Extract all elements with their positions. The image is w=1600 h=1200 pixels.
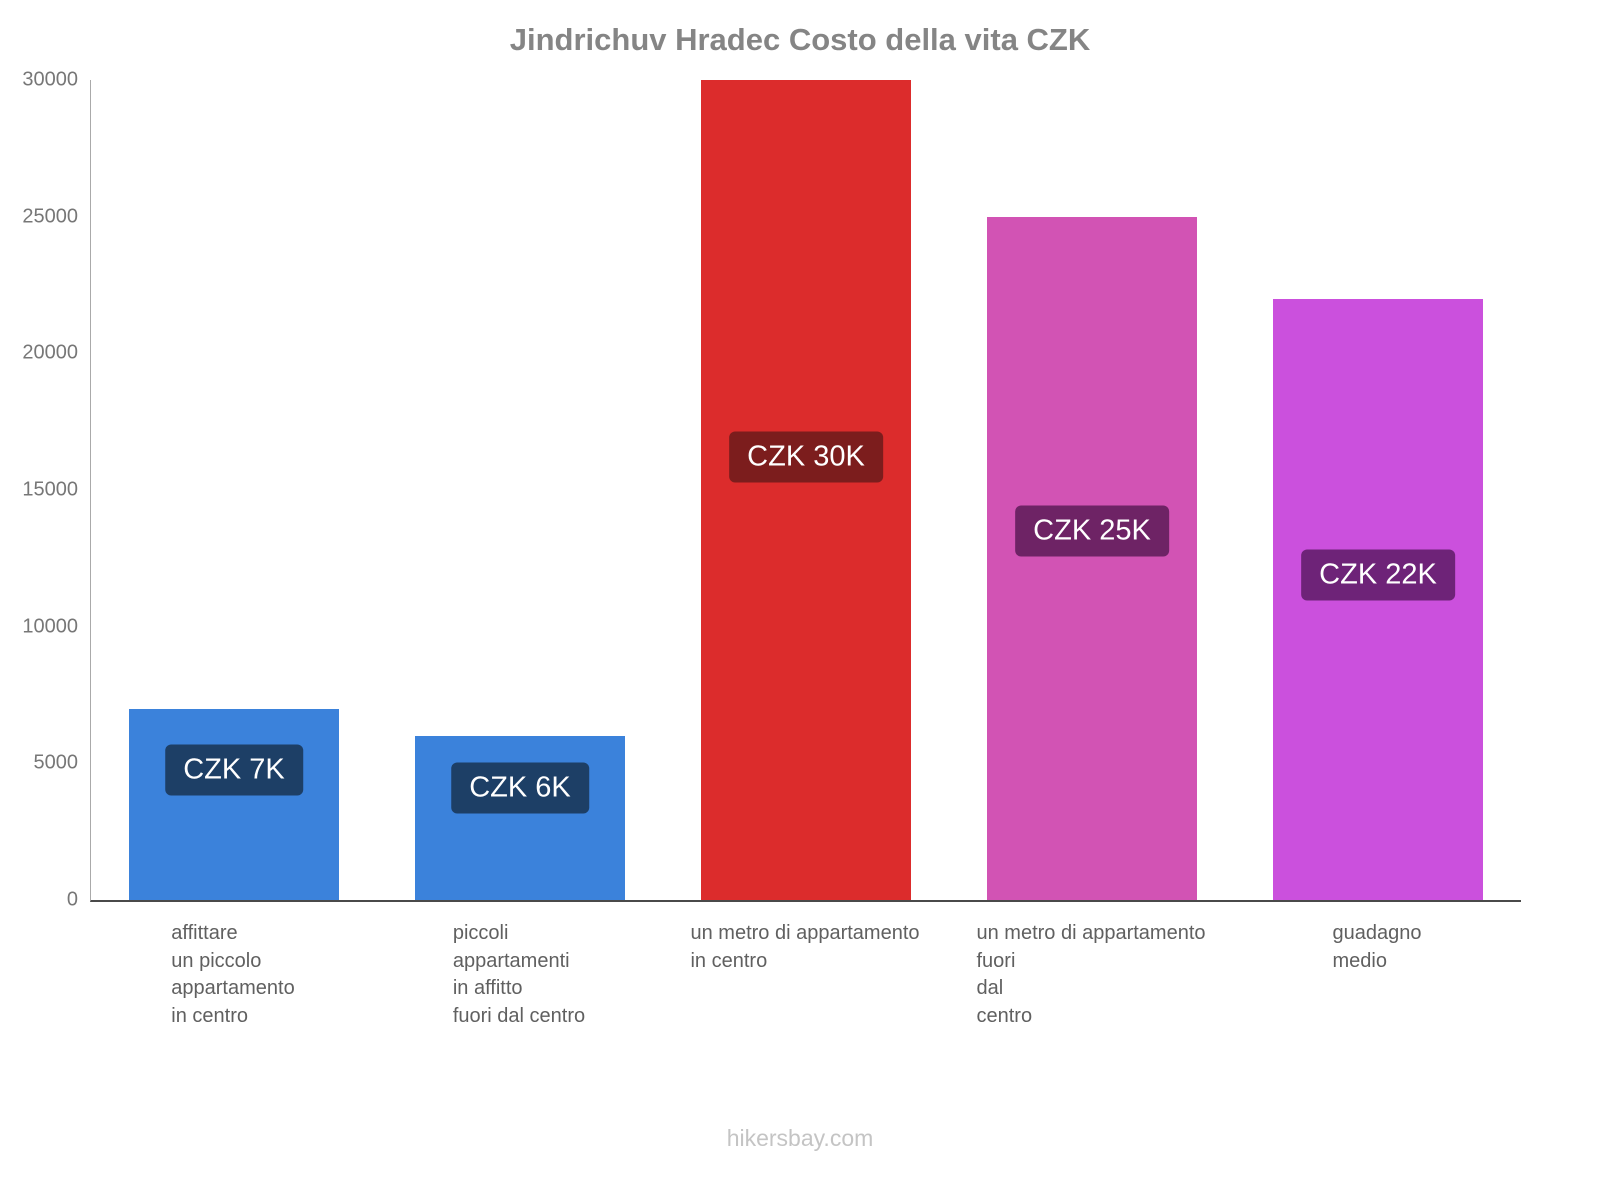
chart-title: Jindrichuv Hradec Costo della vita CZK (509, 22, 1091, 57)
y-tick-label-20000: 20000 (22, 341, 78, 364)
x-label-slot-0: affittare un piccolo appartamento in cen… (90, 920, 376, 1030)
y-tick-label-30000: 30000 (22, 68, 78, 91)
x-label-slot-3: un metro di appartamento fuori dal centr… (948, 920, 1234, 1030)
plot-area: CZK 7K CZK 6K CZK 30K CZK 25K CZK 22K (90, 80, 1521, 902)
x-label-slot-4: guadagno medio (1234, 920, 1520, 1030)
bar-3: CZK 25K (987, 216, 1197, 900)
bar-value-label-0: CZK 7K (165, 744, 303, 796)
bar-value-label-2: CZK 30K (729, 431, 883, 483)
footer-watermark: hikersbay.com (726, 1125, 874, 1151)
x-label-3: un metro di appartamento fuori dal centr… (976, 922, 1206, 1027)
bar-4: CZK 22K (1273, 298, 1483, 900)
x-label-slot-2: un metro di appartamento in centro (662, 920, 948, 1030)
x-label-slot-1: piccoli appartamenti in affitto fuori da… (376, 920, 662, 1030)
y-tick-label-25000: 25000 (22, 205, 78, 228)
y-tick-label-15000: 15000 (22, 478, 78, 501)
x-axis-labels: affittare un piccolo appartamento in cen… (90, 920, 1520, 1030)
x-label-2: un metro di appartamento in centro (690, 922, 920, 972)
x-label-1: piccoli appartamenti in affitto fuori da… (452, 922, 586, 1027)
bar-value-label-1: CZK 6K (451, 762, 589, 814)
bar-value-label-3: CZK 25K (1015, 505, 1169, 557)
bar-2: CZK 30K (701, 80, 911, 900)
bar-0: CZK 7K (129, 708, 339, 900)
y-tick-label-5000: 5000 (33, 751, 79, 774)
y-tick-label-0: 0 (66, 888, 78, 911)
y-tick-label-10000: 10000 (22, 615, 78, 638)
x-label-0: affittare un piccolo appartamento in cen… (171, 922, 295, 1027)
bar-1: CZK 6K (415, 736, 625, 900)
x-label-4: guadagno medio (1332, 922, 1422, 972)
bar-value-label-4: CZK 22K (1301, 549, 1455, 601)
